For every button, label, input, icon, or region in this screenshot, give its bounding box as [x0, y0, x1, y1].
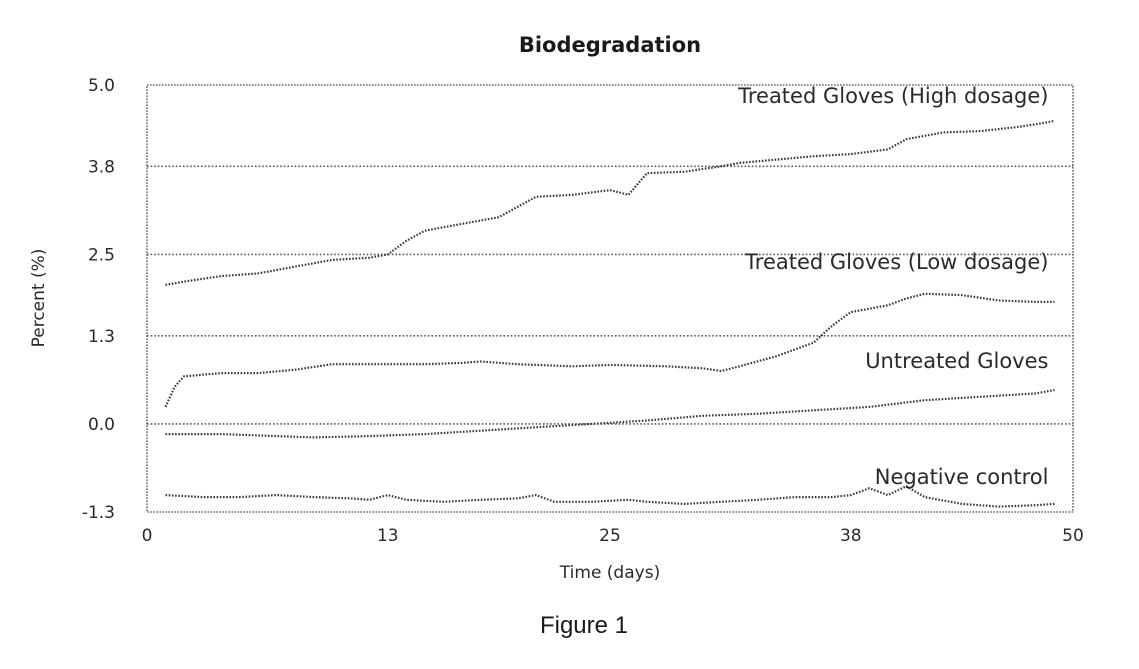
x-axis-label: Time (days)	[559, 563, 660, 583]
series-label-0: Treated Gloves (High dosage)	[737, 84, 1048, 108]
y-tick-label: 3.8	[88, 157, 115, 177]
x-tick-label: 13	[377, 526, 399, 546]
chart-title: Biodegradation	[519, 33, 701, 57]
series-label-3: Negative control	[875, 465, 1049, 489]
y-tick-label: 0.0	[88, 415, 115, 435]
series-label-1: Treated Gloves (Low dosage)	[744, 250, 1048, 274]
y-tick-label: 1.3	[88, 327, 115, 347]
series-lines	[164, 119, 1055, 508]
gridlines	[147, 165, 1073, 425]
x-tick-label: 25	[599, 526, 621, 546]
y-axis-ticks: -1.3 0.0 1.3 2.5 3.8 5.0	[82, 76, 115, 523]
y-tick-label: 2.5	[88, 245, 115, 265]
series-line-2	[165, 388, 1055, 439]
y-axis-label: Percent (%)	[29, 249, 49, 348]
series-label-2: Untreated Gloves	[865, 349, 1048, 373]
series-line-3	[165, 485, 1055, 508]
x-tick-label: 50	[1062, 526, 1084, 546]
y-tick-label: 5.0	[88, 76, 115, 96]
plot-area: Treated Gloves (High dosage) Treated Glov…	[146, 84, 1074, 513]
y-tick-label: -1.3	[82, 503, 115, 523]
x-axis-ticks: 0 13 25 38 50	[142, 526, 1084, 546]
x-tick-label: 38	[840, 526, 862, 546]
series-line-0	[165, 119, 1055, 286]
series-labels: Treated Gloves (High dosage) Treated Glov…	[737, 84, 1048, 489]
figure-caption: Figure 1	[540, 612, 628, 639]
x-tick-label: 0	[142, 526, 153, 546]
plot-frame	[146, 84, 1074, 513]
series-line-1	[164, 292, 1055, 408]
